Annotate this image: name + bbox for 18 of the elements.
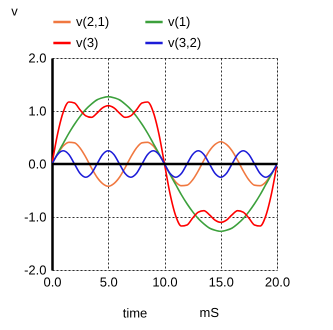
legend-label: v(1) xyxy=(168,14,190,29)
y-tick-label: -1.0 xyxy=(24,210,46,224)
y-tick-label: 0.0 xyxy=(28,156,46,172)
legend-label: v(3) xyxy=(76,35,98,50)
x-tick-label: 10.0 xyxy=(152,274,178,290)
y-tick-label: 2.0 xyxy=(28,50,46,66)
text: mS xyxy=(200,305,220,320)
y-axis-title: v xyxy=(11,4,18,18)
y-tick-label: -2.0 xyxy=(24,262,46,278)
x-tick-label: 0.0 xyxy=(43,274,62,290)
x-tick-label: 20.0 xyxy=(264,274,290,290)
x-tick-label: 5.0 xyxy=(100,274,118,290)
legend-label: v(2,1) xyxy=(76,14,110,29)
x-tick-label: 15.0 xyxy=(208,274,234,290)
x-axis-title: time xyxy=(122,306,148,320)
y-tick-label: 1.0 xyxy=(28,104,46,118)
legend-label: v(3,2) xyxy=(168,35,202,50)
line-series xyxy=(52,150,277,178)
